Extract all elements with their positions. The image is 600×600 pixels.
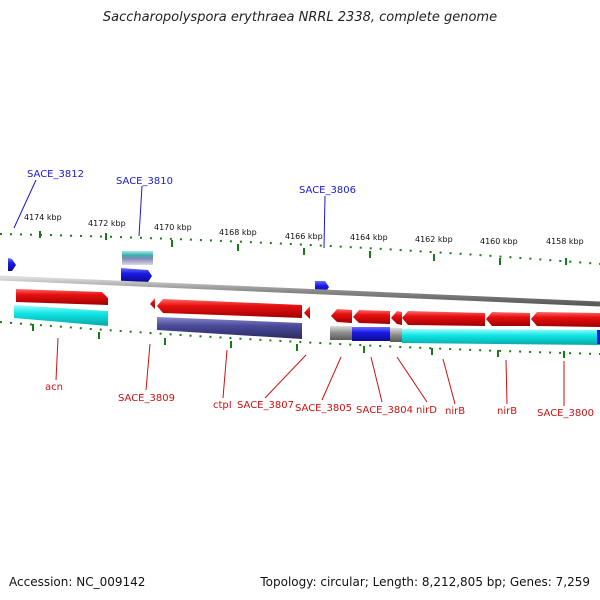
- scale-label: 4172 kbp: [88, 219, 126, 228]
- scale-minor-ticks: [32, 324, 565, 358]
- top-gene-labels: SACE_3812 SACE_3810 SACE_3806: [27, 169, 356, 196]
- gene-acn-class-bar[interactable]: [14, 305, 108, 326]
- scale-label: 4162 kbp: [415, 235, 453, 244]
- scale-label: 4170 kbp: [154, 223, 192, 232]
- leader-line: [505, 359, 508, 405]
- scale-major-ticks: [39, 231, 567, 265]
- gene-sace3810-arrow[interactable]: [121, 268, 152, 282]
- leader-line: [222, 349, 228, 399]
- gene-sace3805-class-bar[interactable]: [330, 326, 352, 340]
- gene-label[interactable]: SACE_3804: [356, 405, 413, 416]
- gene-label[interactable]: nirD: [416, 405, 437, 416]
- genome-axis: [0, 275, 600, 307]
- bottom-gene-labels: acn SACE_3809 ctpI SACE_3807 SACE_3805 S…: [45, 382, 594, 419]
- scale-label: 4160 kbp: [480, 237, 518, 246]
- gene-label[interactable]: SACE_3809: [118, 393, 175, 404]
- gene-label[interactable]: SACE_3805: [295, 403, 352, 414]
- gene-nird-class-bar[interactable]: [390, 328, 402, 342]
- scale-ring-outer: [0, 233, 600, 265]
- gene-sace3807-arrow[interactable]: [304, 306, 310, 319]
- map-title: Saccharopolyspora erythraea NRRL 2338, c…: [102, 10, 498, 25]
- gene-ctpi-arrow[interactable]: [157, 299, 302, 318]
- gene-label[interactable]: nirB: [445, 406, 465, 417]
- genome-summary-text: Topology: circular; Length: 8,212,805 bp…: [260, 575, 590, 589]
- scale-label: 4166 kbp: [285, 232, 323, 241]
- scale-label: 4168 kbp: [219, 228, 257, 237]
- top-leader-lines: [13, 179, 326, 249]
- gene-label[interactable]: SACE_3800: [537, 408, 594, 419]
- gene-ctpi-class-bar[interactable]: [157, 317, 302, 339]
- leader-line: [138, 185, 143, 237]
- gene-label[interactable]: SACE_3806: [299, 185, 356, 196]
- gene-label[interactable]: SACE_3812: [27, 169, 84, 180]
- gene-sace3809-arrow[interactable]: [150, 298, 155, 309]
- gene-sace3812-arrow[interactable]: [8, 258, 16, 271]
- gene-label[interactable]: SACE_3810: [116, 176, 173, 187]
- leader-line: [13, 179, 37, 229]
- leader-line: [145, 343, 151, 391]
- leader-line: [396, 356, 428, 403]
- gene-sace3800-class-end: [597, 330, 600, 344]
- gene-sace3810-stack[interactable]: [122, 251, 153, 265]
- scale-label: 4174 kbp: [24, 213, 62, 222]
- gene-acn-arrow[interactable]: [16, 289, 108, 305]
- gene-label[interactable]: acn: [45, 382, 63, 393]
- gene-sace3804-class-bar[interactable]: [352, 327, 390, 341]
- gene-sace3800-arrow[interactable]: [531, 312, 600, 327]
- leader-line: [264, 354, 307, 399]
- gene-label[interactable]: ctpI: [213, 400, 232, 411]
- leader-line: [55, 337, 59, 381]
- scale-labels: 4174 kbp 4172 kbp 4170 kbp 4168 kbp 4166…: [24, 213, 584, 246]
- leader-line: [323, 195, 326, 249]
- gene-nirb-1-arrow[interactable]: [402, 311, 485, 326]
- gene-label[interactable]: nirB: [497, 406, 517, 417]
- gene-label[interactable]: SACE_3807: [237, 400, 294, 411]
- leader-line: [442, 358, 456, 405]
- gene-nird-arrow[interactable]: [391, 311, 402, 325]
- scale-label: 4158 kbp: [546, 237, 584, 246]
- leader-line: [321, 356, 342, 401]
- gene-nirb-class-bar[interactable]: [402, 329, 600, 345]
- scale-label: 4164 kbp: [350, 233, 388, 242]
- accession-text: Accession: NC_009142: [9, 575, 146, 589]
- gene-nirb-2-arrow[interactable]: [486, 312, 530, 326]
- bottom-leader-lines: [55, 337, 565, 406]
- gene-sace3805-arrow[interactable]: [331, 309, 352, 323]
- gene-sace3804-arrow[interactable]: [353, 310, 390, 324]
- scale-ring-inner: [0, 321, 600, 355]
- leader-line: [370, 356, 383, 403]
